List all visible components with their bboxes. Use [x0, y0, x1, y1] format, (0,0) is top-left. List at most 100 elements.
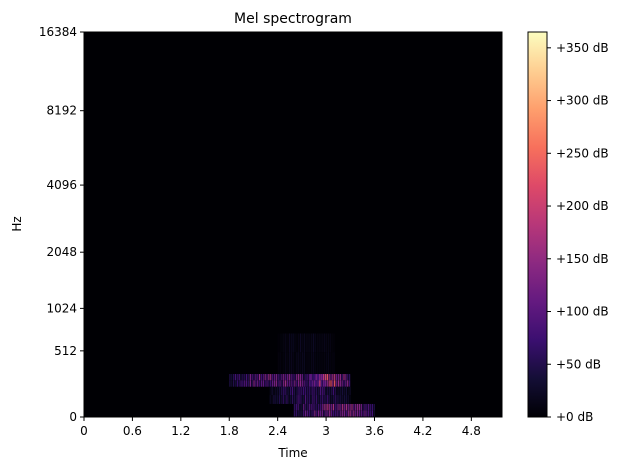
- heatmap-cell: [332, 403, 335, 411]
- heatmap-cell: [351, 403, 353, 411]
- heatmap-cell: [277, 380, 279, 387]
- plot-frame: [83, 31, 503, 418]
- heatmap-cell: [362, 410, 364, 417]
- heatmap-cell: [341, 386, 344, 396]
- heatmap-cell: [231, 380, 233, 387]
- heatmap-cell: [291, 386, 294, 396]
- heatmap-cell: [321, 403, 323, 411]
- heatmap-cell: [347, 374, 349, 381]
- heatmap-cell: [332, 386, 335, 396]
- heatmap-cell: [288, 380, 290, 387]
- heatmap-cell: [295, 410, 297, 417]
- heatmap-cell: [341, 374, 343, 381]
- colorbar-tick-label: +350 dB: [556, 41, 609, 55]
- heatmap-cell: [334, 403, 336, 411]
- heatmap-cell: [311, 352, 313, 375]
- heatmap-cell: [314, 374, 316, 381]
- heatmap-cell: [299, 374, 302, 381]
- heatmap-cell: [285, 352, 287, 375]
- heatmap-cell: [321, 374, 323, 381]
- heatmap-cell: [273, 395, 275, 404]
- heatmap-cell: [299, 380, 302, 387]
- colorbar-tick-label: +0 dB: [556, 410, 593, 424]
- x-axis-ticks: 0 0.6 1.2 1.8 2.4 3 3.6 4.2 4.8: [80, 417, 481, 438]
- heatmap-cell: [312, 386, 314, 396]
- heatmap-cell: [260, 380, 263, 387]
- heatmap-cell: [314, 333, 317, 353]
- heatmap-cell: [296, 352, 298, 375]
- heatmap-cell: [322, 374, 325, 381]
- x-axis-label: Time: [277, 446, 307, 460]
- heatmap-cell: [255, 374, 257, 381]
- heatmap-cell: [240, 380, 242, 387]
- heatmap-cell: [360, 410, 362, 417]
- heatmap-cell: [348, 374, 351, 381]
- heatmap-cell: [309, 380, 311, 387]
- heatmap-cell: [291, 395, 294, 404]
- heatmap-cell: [290, 380, 292, 387]
- y-axis-ticks: 0 512 1024 2048 4096 8192 16384: [39, 25, 84, 424]
- heatmap-cell: [279, 333, 281, 353]
- heatmap-cell: [282, 395, 284, 404]
- heatmap-cell: [273, 374, 276, 381]
- heatmap-cell: [309, 374, 311, 381]
- heatmap-cell: [334, 386, 336, 396]
- heatmap-cell: [303, 386, 305, 396]
- heatmap-cell: [305, 352, 307, 375]
- heatmap-cell: [318, 352, 320, 375]
- heatmap-cell: [257, 380, 259, 387]
- heatmap-cell: [330, 386, 333, 396]
- heatmap-cell: [270, 380, 272, 387]
- colorbar: [527, 31, 548, 418]
- heatmap-cell: [281, 380, 283, 387]
- heatmap-cell: [358, 410, 361, 417]
- heatmap-cell: [293, 395, 296, 404]
- heatmap-cell: [244, 374, 246, 381]
- heatmap-cell: [343, 374, 345, 381]
- heatmap-cell: [297, 403, 299, 411]
- heatmap-cell: [343, 410, 346, 417]
- heatmap-cell: [325, 352, 328, 375]
- heatmap-cell: [327, 333, 330, 353]
- heatmap-cell: [292, 374, 294, 381]
- heatmap-cell: [303, 374, 305, 381]
- heatmap-cell: [282, 386, 284, 396]
- heatmap-cell: [273, 380, 276, 387]
- heatmap-cell: [310, 386, 312, 396]
- heatmap-cell: [316, 333, 318, 353]
- heatmap-cell: [321, 386, 323, 396]
- heatmap-cell: [340, 410, 342, 417]
- heatmap-cell: [257, 374, 259, 381]
- colorbar-tick-label: +200 dB: [556, 199, 609, 213]
- heatmap-cell: [343, 403, 346, 411]
- heatmap-cell: [318, 374, 320, 381]
- heatmap-cell: [299, 410, 301, 417]
- heatmap-cell: [277, 352, 279, 375]
- heatmap-cell: [242, 380, 244, 387]
- x-tick-label: 0: [80, 424, 88, 438]
- heatmap-cell: [283, 380, 285, 387]
- heatmap-cell: [343, 386, 346, 396]
- heatmap-cell: [309, 380, 312, 387]
- heatmap-cell: [229, 374, 231, 381]
- heatmap-cell: [337, 374, 340, 381]
- heatmap-cell: [310, 374, 313, 381]
- heatmap-cell: [271, 395, 273, 404]
- heatmap-cell: [292, 352, 294, 375]
- heatmap-cell: [331, 352, 333, 375]
- colorbar-ticks: +0 dB +50 dB +100 dB +150 dB +200 dB +250 dB +…: [547, 41, 609, 424]
- heatmap-cell: [288, 395, 290, 404]
- heatmap-cell: [314, 410, 316, 417]
- heatmap-cell: [253, 374, 255, 381]
- heatmap-cell: [340, 386, 342, 396]
- heatmap-cell: [280, 386, 283, 396]
- heatmap-cell: [295, 395, 297, 404]
- heatmap-cell: [334, 380, 336, 387]
- heatmap-cell: [364, 410, 366, 417]
- heatmap-cell: [360, 403, 362, 411]
- heatmap-cell: [336, 395, 338, 404]
- heatmap-cell: [303, 333, 305, 353]
- heatmap-cell: [279, 352, 281, 375]
- heatmap-cell: [301, 410, 303, 417]
